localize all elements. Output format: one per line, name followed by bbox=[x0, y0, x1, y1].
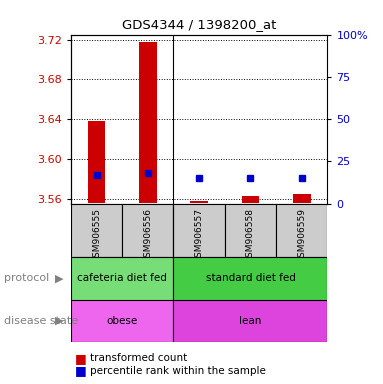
Bar bbox=[225, 204, 276, 257]
Text: GSM906558: GSM906558 bbox=[246, 208, 255, 263]
Bar bbox=[173, 257, 327, 300]
Text: ■: ■ bbox=[75, 352, 87, 365]
Bar bbox=[139, 41, 157, 202]
Bar bbox=[190, 200, 208, 202]
Bar bbox=[71, 257, 173, 300]
Bar bbox=[173, 300, 327, 342]
Text: percentile rank within the sample: percentile rank within the sample bbox=[90, 366, 266, 376]
Bar bbox=[293, 194, 311, 202]
Bar bbox=[71, 204, 122, 257]
Text: lean: lean bbox=[239, 316, 262, 326]
Text: ▶: ▶ bbox=[55, 316, 63, 326]
Bar bbox=[122, 204, 173, 257]
Text: disease state: disease state bbox=[4, 316, 78, 326]
Text: GSM906557: GSM906557 bbox=[195, 208, 204, 263]
Text: ■: ■ bbox=[75, 364, 87, 377]
Bar bbox=[173, 204, 225, 257]
Bar bbox=[242, 195, 259, 202]
Text: standard diet fed: standard diet fed bbox=[206, 273, 295, 283]
Text: cafeteria diet fed: cafeteria diet fed bbox=[77, 273, 167, 283]
Text: GSM906559: GSM906559 bbox=[297, 208, 306, 263]
Title: GDS4344 / 1398200_at: GDS4344 / 1398200_at bbox=[122, 18, 277, 31]
Text: transformed count: transformed count bbox=[90, 353, 187, 363]
Text: GSM906555: GSM906555 bbox=[92, 208, 101, 263]
Text: GSM906556: GSM906556 bbox=[143, 208, 152, 263]
Bar bbox=[276, 204, 327, 257]
Text: protocol: protocol bbox=[4, 273, 49, 283]
Bar bbox=[88, 121, 105, 202]
Text: obese: obese bbox=[106, 316, 138, 326]
Text: ▶: ▶ bbox=[55, 273, 63, 283]
Bar bbox=[71, 300, 173, 342]
